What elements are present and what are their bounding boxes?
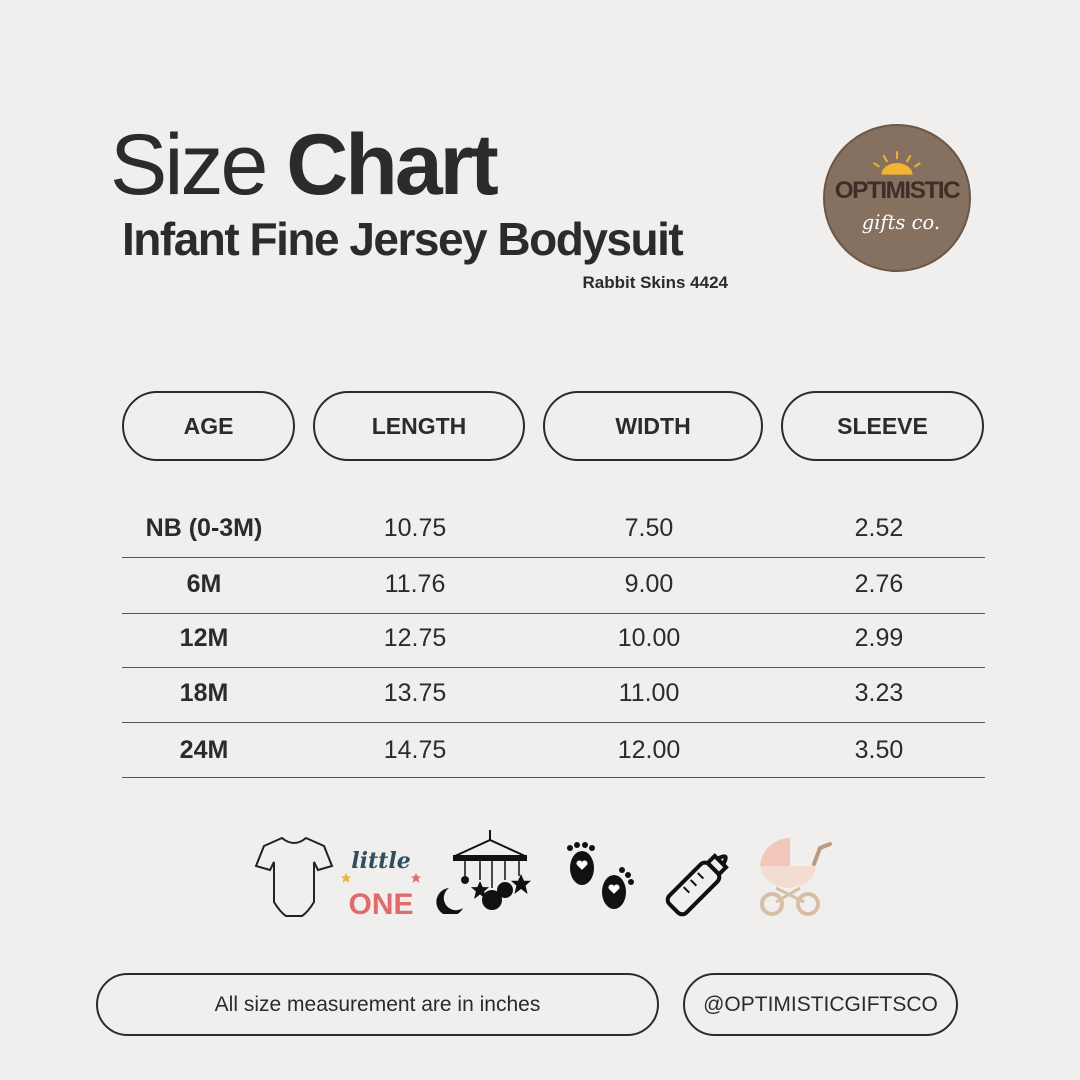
page-title: Size Chart bbox=[110, 122, 499, 208]
width-cell: 9.00 bbox=[624, 570, 674, 598]
sleeve-cell: 2.76 bbox=[854, 570, 904, 598]
length-cell: 14.75 bbox=[383, 736, 447, 764]
star-icon bbox=[341, 873, 351, 883]
row-divider bbox=[122, 722, 985, 723]
width-cell: 10.00 bbox=[617, 624, 681, 652]
age-cell: 12M bbox=[179, 624, 229, 652]
baby-mobile-icon bbox=[436, 830, 531, 914]
measurement-note: All size measurement are in inches bbox=[96, 973, 659, 1036]
row-divider bbox=[122, 613, 985, 614]
logo-script-text: gifts co. bbox=[862, 211, 940, 234]
header-age: AGE bbox=[122, 391, 295, 461]
title-light: Size bbox=[110, 117, 268, 213]
row-divider bbox=[122, 777, 985, 778]
length-cell: 13.75 bbox=[383, 679, 447, 707]
bodysuit-icon bbox=[254, 836, 334, 917]
sleeve-cell: 2.52 bbox=[854, 514, 904, 542]
length-cell: 12.75 bbox=[383, 624, 447, 652]
social-handle-link[interactable]: @OPTIMISTICGIFTSCO bbox=[683, 973, 958, 1036]
baby-footprints-icon bbox=[567, 842, 634, 909]
sleeve-cell: 3.23 bbox=[854, 679, 904, 707]
age-cell: 18M bbox=[179, 679, 229, 707]
header-length: LENGTH bbox=[313, 391, 525, 461]
title-bold: Chart bbox=[286, 117, 499, 213]
row-divider bbox=[122, 557, 985, 558]
length-cell: 11.76 bbox=[384, 570, 446, 598]
age-cell: 24M bbox=[179, 736, 229, 764]
header-width: WIDTH bbox=[543, 391, 763, 461]
one-text: ONE bbox=[348, 888, 413, 920]
star-icon bbox=[411, 873, 421, 883]
product-model: Rabbit Skins 4424 bbox=[582, 273, 728, 292]
baby-stroller-icon bbox=[760, 837, 832, 916]
sleeve-cell: 3.50 bbox=[854, 736, 904, 764]
width-cell: 11.00 bbox=[618, 679, 680, 707]
row-divider bbox=[122, 667, 985, 668]
sleeve-cell: 2.99 bbox=[854, 624, 904, 652]
little-text: little bbox=[351, 848, 410, 874]
brand-logo: OPTIMISTIC gifts co. bbox=[823, 124, 971, 272]
width-cell: 7.50 bbox=[624, 514, 674, 542]
length-cell: 10.75 bbox=[383, 514, 447, 542]
header-sleeve: SLEEVE bbox=[781, 391, 984, 461]
logo-text: OPTIMISTIC bbox=[835, 177, 960, 204]
age-cell: 6M bbox=[186, 570, 222, 598]
age-cell: NB (0-3M) bbox=[145, 514, 263, 542]
baby-bottle-icon bbox=[665, 853, 729, 917]
product-subtitle: Infant Fine Jersey Bodysuit bbox=[122, 213, 684, 265]
little-one-lettering-icon: little ONE bbox=[341, 848, 421, 920]
width-cell: 12.00 bbox=[617, 736, 681, 764]
sun-icon: OPTIMISTIC gifts co. bbox=[835, 151, 962, 234]
